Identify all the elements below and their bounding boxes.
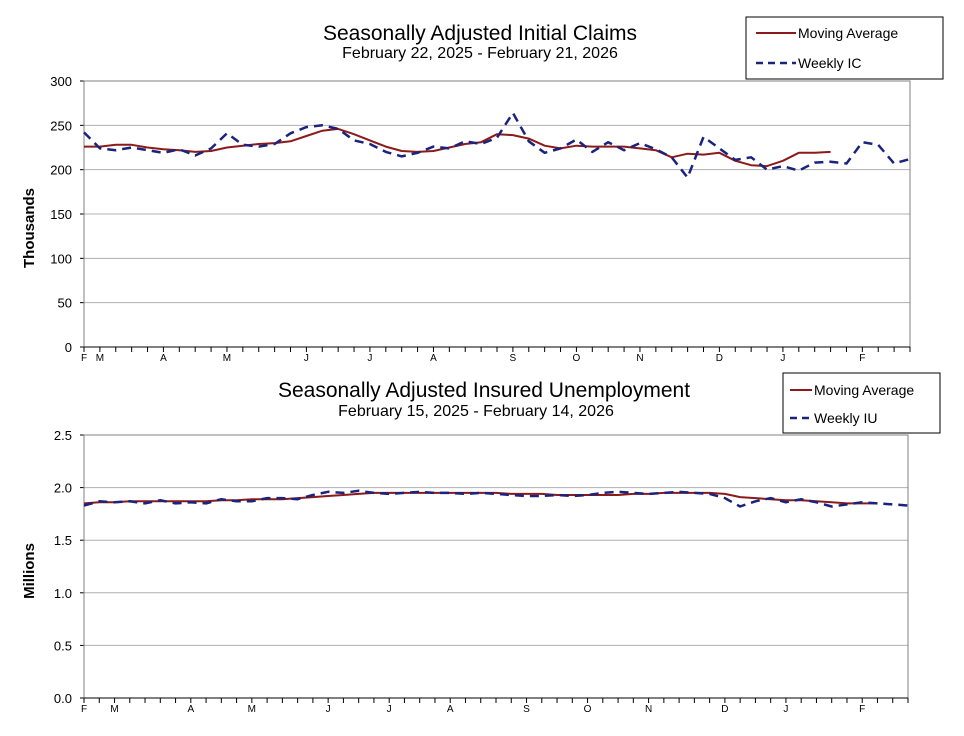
chart1-subtitle: February 22, 2025 - February 21, 2026 — [342, 45, 618, 62]
chart1-month-label: F — [859, 353, 865, 364]
chart1-legend-weekly-label: Weekly IC — [798, 55, 862, 71]
chart2-series-moving-average — [83, 491, 878, 505]
chart1-ylabel: Thousands — [21, 188, 38, 268]
chart1-month-label: M — [223, 353, 231, 364]
chart2-legend — [782, 372, 941, 434]
chart1-series-weekly-ic — [83, 111, 911, 179]
chart2-month-label: F — [81, 704, 87, 715]
chart2-ytick-label: 2.5 — [54, 428, 72, 443]
chart2-month-label: J — [783, 704, 788, 715]
chart1-month-label: J — [304, 353, 309, 364]
chart2-month-label: M — [110, 704, 118, 715]
chart2-ytick-label: 0.5 — [54, 638, 72, 653]
chart2-month-label: N — [645, 704, 652, 715]
initial-claims-chart: Seasonally Adjusted Initial Claims Febru… — [21, 16, 944, 364]
chart2-month-label: M — [248, 704, 256, 715]
chart2-month-label: O — [584, 704, 592, 715]
chart1-ytick-label: 150 — [50, 207, 72, 222]
chart2-month-label: J — [326, 704, 331, 715]
chart2-title: Seasonally Adjusted Insured Unemployment — [278, 379, 690, 402]
chart1-month-label: A — [430, 353, 437, 364]
chart2-subtitle: February 15, 2025 - February 14, 2026 — [338, 403, 614, 420]
chart2-plot-area — [83, 434, 909, 699]
chart1-title: Seasonally Adjusted Initial Claims — [323, 22, 637, 45]
chart1-month-label: S — [510, 353, 517, 364]
chart1-month-label: J — [780, 353, 785, 364]
chart2-month-label: A — [447, 704, 454, 715]
chart2-month-label: J — [387, 704, 392, 715]
chart1-ytick-label: 250 — [50, 118, 72, 133]
chart1-month-label: F — [81, 353, 87, 364]
chart1-month-label: J — [367, 353, 372, 364]
chart1-month-label: A — [160, 353, 167, 364]
chart2-ytick-label: 1.5 — [54, 533, 72, 548]
chart2-ytick-label: 1.0 — [54, 586, 72, 601]
chart1-legend-ma-label: Moving Average — [798, 25, 898, 41]
chart2-month-label: A — [187, 704, 194, 715]
chart2-series-weekly-iu — [83, 489, 909, 508]
chart1-month-label: O — [573, 353, 581, 364]
chart1-ytick-label: 50 — [58, 296, 72, 311]
chart1-legend — [745, 16, 944, 80]
chart1-month-label: N — [636, 353, 643, 364]
chart2-legend-ma-label: Moving Average — [814, 382, 914, 398]
chart1-month-label: D — [716, 353, 723, 364]
chart2-ytick-label: 2.0 — [54, 481, 72, 496]
chart2-month-label: S — [523, 704, 530, 715]
chart1-ytick-label: 200 — [50, 163, 72, 178]
chart2-ylabel: Millions — [21, 543, 38, 599]
chart1-series-moving-average — [84, 127, 831, 168]
chart1-ytick-label: 300 — [50, 74, 72, 89]
chart2-month-label: D — [721, 704, 728, 715]
chart1-month-label: M — [96, 353, 104, 364]
chart1-ytick-label: 0 — [65, 340, 72, 355]
chart2-month-label: F — [859, 704, 865, 715]
chart2-legend-weekly-label: Weekly IU — [814, 410, 878, 426]
insured-unemployment-chart: Seasonally Adjusted Insured Unemployment… — [21, 372, 941, 715]
chart2-ytick-label: 0.0 — [54, 691, 72, 706]
chart1-ytick-label: 100 — [50, 251, 72, 266]
